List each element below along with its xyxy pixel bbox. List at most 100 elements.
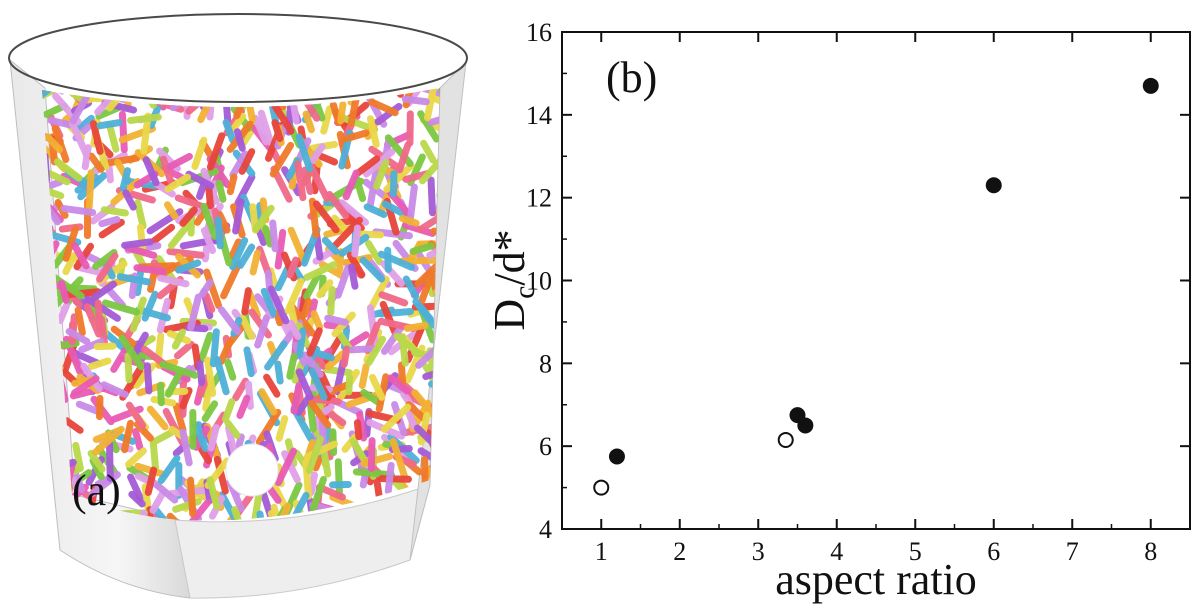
rod-particle xyxy=(369,373,386,401)
rod-particle xyxy=(167,283,178,310)
x-tick-label: 2 xyxy=(673,537,686,566)
x-tick-label: 1 xyxy=(595,537,608,566)
rod-particle xyxy=(296,327,307,359)
rod-particle xyxy=(267,285,290,325)
rod-particle xyxy=(101,299,141,316)
rod-particle xyxy=(397,361,407,387)
rod-particle xyxy=(309,475,327,513)
rod-particle xyxy=(286,256,300,279)
rod-particle xyxy=(274,228,287,270)
y-tick-label: 8 xyxy=(539,349,552,378)
rod-particle xyxy=(363,203,388,219)
rod-particle xyxy=(166,152,193,171)
rod-particle xyxy=(183,498,212,521)
rod-particle xyxy=(360,452,394,467)
rod-particle xyxy=(295,368,314,401)
rod-particle xyxy=(217,338,234,366)
rod-particle xyxy=(308,367,328,401)
rod-particle xyxy=(411,389,439,421)
rod-particle xyxy=(258,388,278,416)
rod-particle xyxy=(412,298,438,329)
rod-particle xyxy=(320,105,333,135)
rod-particle xyxy=(432,504,440,521)
rod-particle xyxy=(147,88,185,97)
rod-particle xyxy=(222,398,236,423)
rod-particle xyxy=(107,88,133,91)
rod-particle xyxy=(303,271,322,301)
rod-particle xyxy=(308,143,326,165)
cup-rim xyxy=(8,13,468,103)
rod-particle xyxy=(349,344,379,354)
rod-particle xyxy=(356,410,368,442)
rod-particle xyxy=(307,162,331,203)
rod-particle xyxy=(252,114,270,146)
rod-particle xyxy=(295,395,312,416)
rod-particle xyxy=(135,306,171,322)
rod-particle xyxy=(260,287,277,317)
rod-particle xyxy=(100,206,129,217)
rod-particle xyxy=(203,268,223,310)
rod-particle xyxy=(384,461,395,495)
rod-particle xyxy=(133,264,167,276)
rod-particle xyxy=(366,167,380,208)
rod-particle xyxy=(422,363,440,397)
rod-particle xyxy=(149,441,160,473)
rod-particle xyxy=(241,287,252,316)
rod-particle xyxy=(401,95,430,106)
rod-particle xyxy=(284,277,305,315)
data-points xyxy=(593,77,1159,496)
rod-particle xyxy=(360,388,384,407)
rod-particle xyxy=(224,419,241,439)
rod-particle xyxy=(78,338,105,354)
rod-particle xyxy=(255,408,282,446)
rod-particle xyxy=(345,374,354,396)
y-tick-label: 16 xyxy=(526,18,552,47)
rod-particle xyxy=(74,306,86,337)
rod-particle xyxy=(213,356,230,396)
rod-particle xyxy=(233,128,246,152)
rod-particle xyxy=(44,133,64,154)
rod-particle xyxy=(179,206,198,227)
rod-particle xyxy=(274,263,292,292)
rod-particle xyxy=(149,489,167,514)
rod-particle xyxy=(87,449,106,473)
rod-particle xyxy=(444,351,454,372)
rod-particle xyxy=(157,274,190,288)
rod-particle xyxy=(389,170,398,198)
rod-particle xyxy=(295,133,314,173)
rod-particle xyxy=(69,94,90,125)
rod-particle xyxy=(405,401,427,422)
rod-particle xyxy=(201,400,219,423)
rod-particle xyxy=(101,154,141,167)
rod-particle xyxy=(174,340,195,360)
rod-particle xyxy=(290,378,304,415)
rod-particle xyxy=(157,454,181,485)
rod-particle xyxy=(47,116,74,129)
y-axis-title-sub: c xyxy=(508,286,541,299)
rod-particle xyxy=(206,476,221,510)
rod-particle xyxy=(362,148,396,178)
rod-particle xyxy=(105,120,120,153)
rod-particle xyxy=(268,98,295,135)
rod-particle xyxy=(206,88,217,102)
plot-frame xyxy=(561,31,1191,530)
rod-particle xyxy=(287,226,308,264)
rod-particle xyxy=(334,264,352,299)
rod-particle xyxy=(218,491,243,521)
rod-particle xyxy=(131,331,149,357)
rod-particle xyxy=(96,252,119,283)
rod-particle xyxy=(301,166,314,195)
rod-particle xyxy=(406,183,418,226)
rod-particle xyxy=(347,263,359,290)
rod-particle xyxy=(51,125,70,164)
rod-particle xyxy=(358,363,370,390)
rod-particle xyxy=(60,205,97,216)
rod-particle xyxy=(232,377,249,402)
rod-particle xyxy=(46,170,71,186)
rod-particle xyxy=(308,197,320,239)
rod-particle xyxy=(169,88,199,112)
rod-particle xyxy=(426,239,440,259)
rod-particle xyxy=(188,88,208,111)
rod-particle xyxy=(302,458,313,500)
rod-particle xyxy=(252,204,275,233)
